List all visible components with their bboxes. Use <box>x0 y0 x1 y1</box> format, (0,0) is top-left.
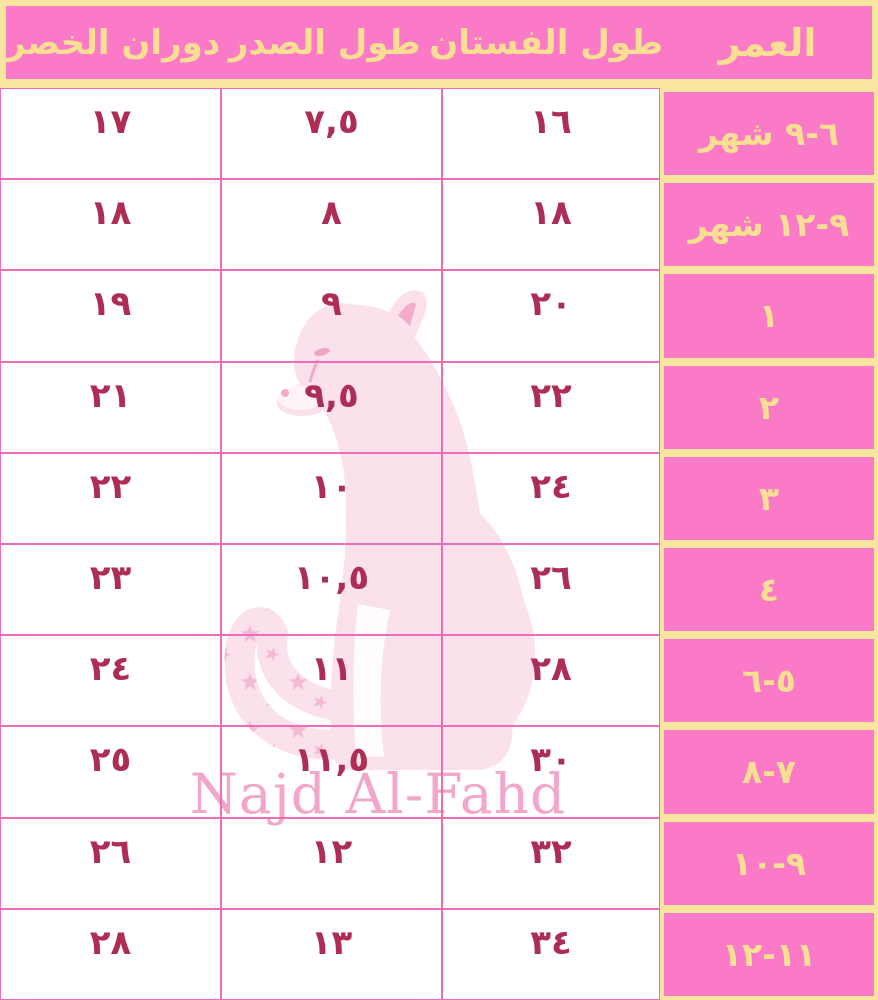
waist-circumference-cell: ٢٣ <box>0 543 221 636</box>
size-table-body: ٦-٩ شهر ١٦ ٧,٥ ١٧ ٩-١٢ شهر ١٨ ٨ ١٨ ١ ٢٠ … <box>0 88 878 1000</box>
waist-circumference-cell: ١٩ <box>0 270 221 362</box>
age-cell: ٦-٩ شهر <box>660 88 878 180</box>
dress-length-cell: ٣٠ <box>442 726 660 818</box>
waist-circumference-cell: ٢٦ <box>0 817 221 909</box>
dress-length-cell: ٢٦ <box>442 543 660 636</box>
chest-length-cell: ١٣ <box>221 908 442 1000</box>
chest-length-cell: ١٢ <box>221 817 442 909</box>
dress-length-cell: ٢٠ <box>442 270 660 362</box>
age-cell: ٢ <box>660 361 878 453</box>
age-cell: ٥-٦ <box>660 635 878 727</box>
age-cell: ٩-١٢ شهر <box>660 179 878 271</box>
age-cell: ٤ <box>660 543 878 636</box>
chest-length-cell: ٩,٥ <box>221 361 442 453</box>
age-cell: ٧-٨ <box>660 726 878 818</box>
waist-circumference-cell: ٢١ <box>0 361 221 453</box>
age-cell: ٩-١٠ <box>660 817 878 909</box>
age-cell: ١ <box>660 270 878 362</box>
chest-length-cell: ١١,٥ <box>221 726 442 818</box>
column-header-chest-length: طول الصدر <box>228 22 421 63</box>
chest-length-cell: ٩ <box>221 270 442 362</box>
waist-circumference-cell: ١٨ <box>0 179 221 271</box>
chest-length-cell: ١٠,٥ <box>221 543 442 636</box>
waist-circumference-cell: ٢٤ <box>0 635 221 727</box>
chest-length-cell: ١١ <box>221 635 442 727</box>
age-cell: ١١-١٢ <box>660 908 878 1000</box>
waist-circumference-cell: ٢٨ <box>0 908 221 1000</box>
waist-circumference-cell: ١٧ <box>0 88 221 180</box>
dress-length-cell: ١٦ <box>442 88 660 180</box>
age-cell: ٣ <box>660 452 878 544</box>
dress-length-cell: ٣٤ <box>442 908 660 1000</box>
chest-length-cell: ٨ <box>221 179 442 271</box>
waist-circumference-cell: ٢٢ <box>0 452 221 544</box>
chest-length-cell: ٧,٥ <box>221 88 442 180</box>
chest-length-cell: ١٠ <box>221 452 442 544</box>
column-header-waist-circumference: دوران الخصر <box>6 22 221 63</box>
dress-length-cell: ٢٤ <box>442 452 660 544</box>
dress-length-cell: ٢٢ <box>442 361 660 453</box>
table-header-row: العمر طول الفستان طول الصدر دوران الخصر <box>0 0 878 88</box>
dress-length-cell: ٢٨ <box>442 635 660 727</box>
waist-circumference-cell: ٢٥ <box>0 726 221 818</box>
dress-length-cell: ٣٢ <box>442 817 660 909</box>
column-header-dress-length: طول الفستان <box>429 22 664 63</box>
column-header-age: العمر <box>718 20 817 65</box>
dress-length-cell: ١٨ <box>442 179 660 271</box>
